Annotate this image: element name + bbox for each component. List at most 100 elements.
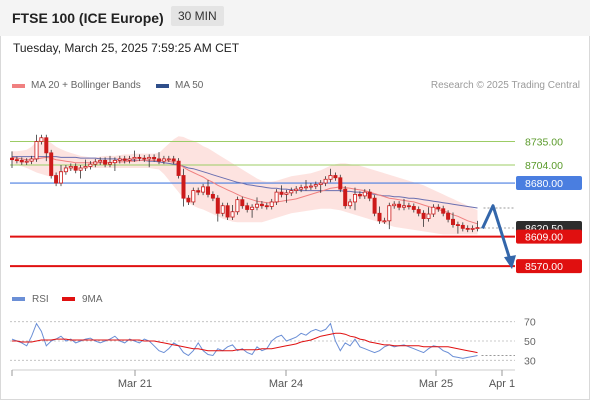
candle-body bbox=[171, 158, 176, 162]
candle-body bbox=[181, 175, 186, 199]
x-axis-label: Mar 25 bbox=[419, 378, 453, 390]
candle-body bbox=[279, 191, 284, 195]
interval-badge[interactable]: 30 MIN bbox=[171, 6, 224, 26]
candle-body bbox=[431, 206, 436, 215]
candle-body bbox=[176, 160, 181, 176]
candles-group bbox=[9, 134, 480, 234]
x-axis-label: Mar 24 bbox=[269, 378, 303, 390]
candle-body bbox=[152, 156, 157, 160]
candle-body bbox=[421, 212, 426, 219]
candle-body bbox=[24, 160, 29, 163]
ma50-line bbox=[12, 156, 478, 209]
level-tag-support bbox=[516, 259, 582, 274]
legend-label-ma20: MA 20 + Bollinger Bands bbox=[31, 80, 141, 91]
level-label-support: 8570.00 bbox=[525, 261, 563, 273]
candle-body bbox=[333, 175, 338, 179]
candle-body bbox=[387, 205, 392, 222]
candle-body bbox=[235, 199, 240, 213]
candle-body bbox=[294, 188, 299, 192]
candle-body bbox=[269, 201, 274, 207]
candle-body bbox=[254, 203, 259, 208]
candle-body bbox=[147, 156, 152, 160]
candle-body bbox=[73, 166, 78, 171]
candle-body bbox=[284, 192, 289, 195]
candle-body bbox=[122, 158, 127, 161]
candle-body bbox=[406, 205, 411, 208]
candle-body bbox=[401, 205, 406, 208]
candle-body bbox=[397, 203, 402, 208]
candle-body bbox=[220, 205, 225, 214]
candle-body bbox=[446, 212, 451, 220]
candle-body bbox=[377, 212, 382, 222]
candle-body bbox=[44, 137, 49, 154]
ma20-line bbox=[11, 156, 478, 225]
candle-body bbox=[29, 158, 34, 162]
candle-body bbox=[372, 197, 377, 214]
candle-body bbox=[93, 161, 98, 165]
candle-body bbox=[98, 160, 103, 163]
level-label-pivot: 8680.00 bbox=[525, 178, 563, 190]
rsi-legend-label-0: RSI bbox=[32, 294, 49, 305]
rsi-legend-label-1: 9MA bbox=[82, 294, 103, 305]
candle-body bbox=[308, 185, 313, 188]
candle-body bbox=[259, 203, 264, 207]
candle-body bbox=[416, 209, 421, 214]
candle-body bbox=[83, 166, 88, 169]
instrument-title: FTSE 100 (ICE Europe) bbox=[12, 10, 164, 26]
candle-body bbox=[392, 203, 397, 207]
level-label-resistance: 8735.00 bbox=[525, 137, 563, 149]
candle-body bbox=[352, 193, 357, 203]
legend-swatch-ma50 bbox=[156, 83, 169, 88]
candle-body bbox=[303, 186, 308, 189]
candle-body bbox=[161, 158, 166, 162]
candle-body bbox=[215, 197, 220, 214]
candle-body bbox=[68, 166, 73, 169]
candle-body bbox=[362, 191, 367, 197]
rsi-9ma-line bbox=[12, 332, 478, 354]
candle-body bbox=[19, 160, 24, 163]
candle-body bbox=[450, 218, 455, 225]
candle-body bbox=[230, 211, 235, 218]
x-axis-label: Mar 21 bbox=[118, 378, 152, 390]
candle-body bbox=[39, 137, 44, 142]
candle-body bbox=[328, 175, 333, 180]
timestamp: Tuesday, March 25, 2025 7:59:25 AM CET bbox=[13, 41, 240, 55]
candle-body bbox=[299, 187, 304, 190]
candle-body bbox=[112, 160, 117, 164]
candle-body bbox=[108, 162, 113, 165]
bollinger-band-fill bbox=[12, 136, 478, 235]
candle-body bbox=[382, 220, 387, 223]
candle-body bbox=[313, 184, 318, 187]
legend-item-ma20: MA 20 + Bollinger Bands bbox=[12, 80, 141, 91]
header-bar: FTSE 100 (ICE Europe) 30 MIN bbox=[0, 0, 590, 36]
candle-body bbox=[357, 193, 362, 197]
candle-body bbox=[465, 227, 470, 230]
candle-body bbox=[191, 190, 196, 203]
legend-item-ma50: MA 50 bbox=[156, 80, 203, 91]
rsi-tick-label: 30 bbox=[524, 355, 536, 367]
candle-body bbox=[127, 158, 132, 161]
candle-body bbox=[323, 178, 328, 184]
rsi-legend-swatch-1 bbox=[62, 297, 75, 301]
candle-body bbox=[78, 167, 83, 171]
candle-body bbox=[240, 199, 245, 207]
candle-body bbox=[225, 205, 230, 218]
candle-body bbox=[274, 191, 279, 203]
candle-body bbox=[156, 158, 161, 162]
candle-body bbox=[54, 175, 59, 184]
candle-body bbox=[441, 208, 446, 214]
candle-body bbox=[210, 193, 215, 199]
candle-body bbox=[426, 213, 431, 219]
candle-body bbox=[470, 227, 475, 230]
level-label-support: 8609.00 bbox=[525, 232, 563, 244]
forecast-arrowhead bbox=[504, 255, 516, 270]
candle-body bbox=[411, 206, 416, 210]
candle-body bbox=[186, 197, 191, 203]
candle-body bbox=[460, 224, 465, 229]
rsi-legend-swatch-0 bbox=[12, 297, 25, 301]
watermark: Research © 2025 Trading Central bbox=[430, 80, 580, 91]
rsi-tick-label: 70 bbox=[524, 317, 536, 329]
legend-swatch-ma20 bbox=[12, 83, 25, 88]
rsi-tick-label: 50 bbox=[524, 336, 536, 348]
level-tag-support bbox=[516, 229, 582, 244]
